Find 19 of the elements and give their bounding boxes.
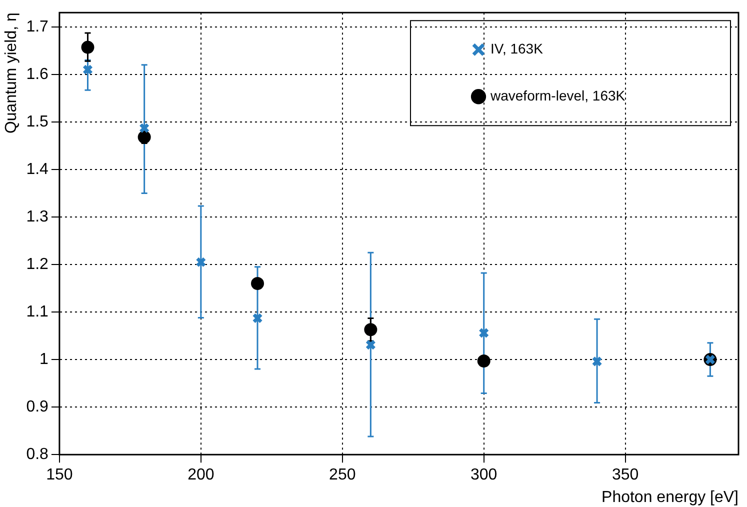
x-tick-label: 300 [470, 466, 498, 484]
y-tick-label: 1.1 [26, 303, 49, 320]
x-tick-label: 150 [46, 466, 73, 484]
y-axis-title: Quantum yield, η [3, 12, 20, 134]
y-tick-label: 0.8 [26, 446, 49, 464]
y-tick-label: 1 [40, 350, 49, 368]
y-tick-label: 1.3 [26, 208, 49, 226]
legend-label: IV, 163K [490, 40, 544, 56]
y-tick-label: 1.2 [26, 256, 49, 273]
x-tick-label: 250 [329, 466, 356, 484]
legend-label: waveform-level, 163K [490, 87, 626, 104]
y-tick-label: 1.7 [26, 18, 49, 36]
y-tick-label: 1.5 [26, 113, 49, 130]
x-tick-label: 200 [188, 466, 214, 484]
y-tick-label: 0.9 [26, 398, 49, 416]
y-tick-label: 1.4 [26, 160, 49, 178]
x-tick-label: 350 [612, 466, 639, 484]
x-axis-title: Photon energy [eV] [602, 488, 738, 506]
y-tick-label: 1.6 [26, 66, 49, 83]
